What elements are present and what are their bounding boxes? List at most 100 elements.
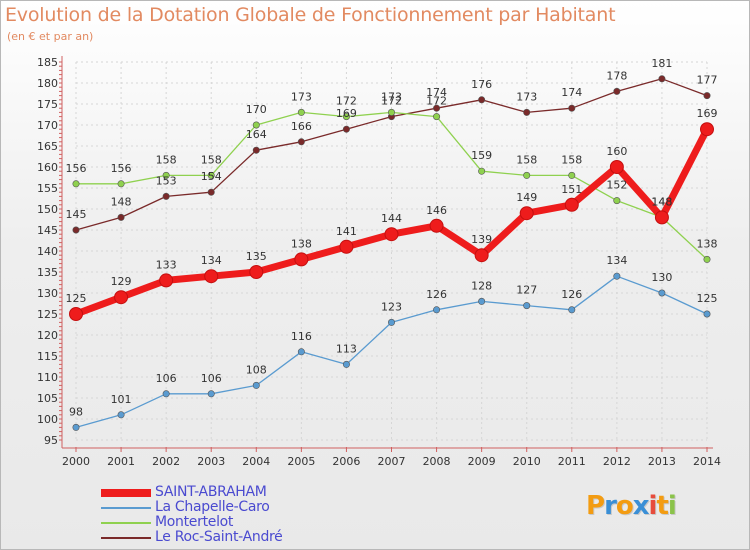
data-point <box>297 108 305 116</box>
data-label: 148 <box>111 195 132 208</box>
legend-swatch <box>101 522 151 524</box>
data-point <box>568 104 576 112</box>
data-point <box>700 122 714 137</box>
data-point <box>478 297 486 305</box>
data-label: 134 <box>606 254 627 267</box>
data-point <box>433 113 441 121</box>
logo-letter: i <box>648 491 658 521</box>
data-label: 153 <box>156 174 177 187</box>
y-tick-label: 140 <box>37 245 58 258</box>
data-label: 133 <box>156 258 177 271</box>
y-tick-label: 180 <box>37 77 58 90</box>
data-label: 116 <box>291 330 312 343</box>
y-tick-label: 100 <box>37 413 58 426</box>
data-point <box>342 125 350 133</box>
proxiti-logo: Proxiti <box>586 491 677 521</box>
x-tick-label: 2007 <box>378 455 406 468</box>
data-label: 151 <box>561 183 582 196</box>
data-label: 129 <box>111 275 132 288</box>
y-tick-label: 185 <box>37 56 58 69</box>
x-tick-label: 2002 <box>152 455 180 468</box>
legend-label: SAINT-ABRAHAM <box>155 484 267 500</box>
data-point <box>474 248 489 263</box>
data-point <box>609 160 624 174</box>
x-tick-label: 2010 <box>513 455 541 468</box>
data-label: 148 <box>651 195 672 208</box>
chart-title: Evolution de la Dotation Globale de Fonc… <box>5 4 616 26</box>
data-point <box>162 192 170 200</box>
data-point <box>523 108 531 116</box>
data-point <box>72 423 80 431</box>
y-tick-label: 105 <box>37 392 58 405</box>
legend-swatch <box>101 537 151 539</box>
data-point <box>478 96 486 104</box>
data-point <box>433 104 441 112</box>
data-label: 169 <box>697 107 718 120</box>
x-tick-label: 2001 <box>107 455 135 468</box>
data-label: 123 <box>381 300 402 313</box>
x-tick-label: 2008 <box>423 455 451 468</box>
data-point <box>613 272 621 280</box>
data-point <box>342 360 350 368</box>
data-label: 173 <box>516 90 537 103</box>
y-tick-label: 135 <box>37 266 58 279</box>
y-tick-label: 125 <box>37 308 58 321</box>
data-point <box>478 167 486 175</box>
chart-subtitle: (en € et par an) <box>7 30 94 43</box>
data-label: 108 <box>246 363 267 376</box>
y-tick-label: 160 <box>37 161 58 174</box>
y-tick-label: 150 <box>37 203 58 216</box>
data-label: 154 <box>201 170 222 183</box>
x-tick-label: 2011 <box>558 455 586 468</box>
data-point <box>117 411 125 419</box>
data-label: 172 <box>426 95 447 108</box>
data-label: 173 <box>291 90 312 103</box>
y-tick-label: 155 <box>37 182 58 195</box>
data-point <box>207 171 215 179</box>
data-label: 158 <box>201 153 222 166</box>
data-label: 135 <box>246 250 267 263</box>
data-label: 144 <box>381 212 402 225</box>
x-tick-label: 2004 <box>242 455 270 468</box>
data-label: 174 <box>426 86 447 99</box>
legend-swatch <box>101 489 151 497</box>
data-label: 125 <box>697 292 718 305</box>
data-label: 128 <box>471 279 492 292</box>
data-label: 138 <box>291 237 312 250</box>
data-point <box>297 138 305 146</box>
data-label: 101 <box>111 393 132 406</box>
data-label: 172 <box>381 95 402 108</box>
data-point <box>523 171 531 179</box>
data-point <box>72 226 80 234</box>
x-tick-label: 2012 <box>603 455 631 468</box>
data-label: 152 <box>606 179 627 192</box>
data-point <box>703 310 711 318</box>
data-label: 126 <box>561 288 582 301</box>
data-point <box>162 171 170 179</box>
data-label: 145 <box>66 208 87 221</box>
x-tick-label: 2005 <box>287 455 315 468</box>
data-point <box>568 171 576 179</box>
data-label: 130 <box>651 271 672 284</box>
logo-letter: i <box>667 491 677 521</box>
data-point <box>564 197 579 212</box>
y-tick-label: 145 <box>37 224 58 237</box>
y-tick-label: 95 <box>44 434 58 447</box>
logo-letter: P <box>586 491 605 521</box>
data-label: 158 <box>561 153 582 166</box>
data-label: 169 <box>336 107 357 120</box>
data-label: 149 <box>516 191 537 204</box>
data-label: 126 <box>426 288 447 301</box>
data-point <box>294 252 309 267</box>
data-point <box>162 390 170 398</box>
data-label: 178 <box>606 69 627 82</box>
legend-label: Le Roc-Saint-André <box>155 529 283 545</box>
logo-letter: t <box>656 491 668 521</box>
data-label: 125 <box>66 292 87 305</box>
x-tick-label: 2009 <box>468 455 496 468</box>
data-point <box>613 87 621 95</box>
data-point <box>297 348 305 356</box>
data-label: 127 <box>516 284 537 297</box>
data-point <box>658 289 666 297</box>
